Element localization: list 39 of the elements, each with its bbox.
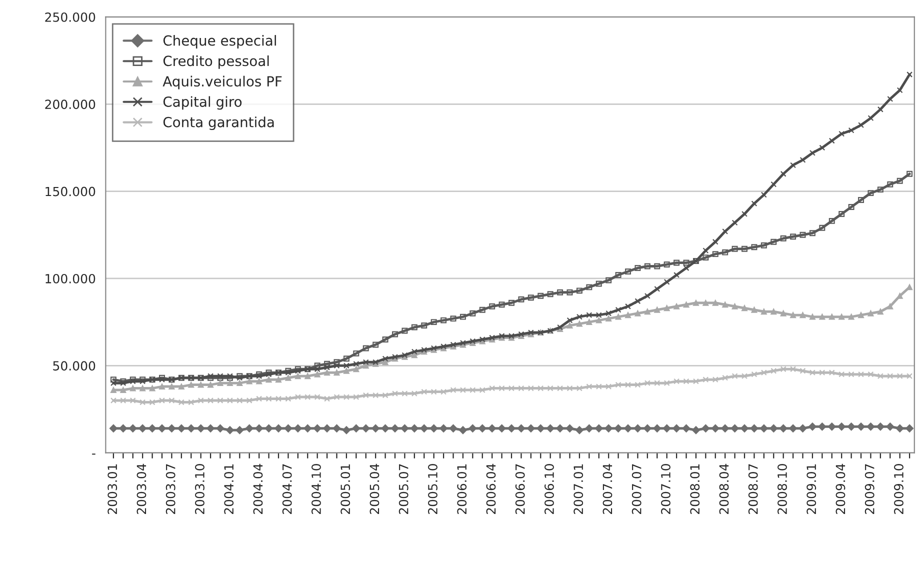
x-tick-label: 2007.10 — [661, 464, 670, 514]
x-tick-label: 2004.07 — [282, 464, 292, 514]
y-tick-label: 100.000 — [46, 274, 96, 284]
x-tick-label: 2009.04 — [836, 464, 846, 514]
x-tick-label: 2006.04 — [486, 464, 496, 514]
x-tick-label: 2003.01 — [108, 464, 118, 514]
x-tick-label: 2003.07 — [166, 464, 176, 514]
y-tick-label: 200.000 — [45, 100, 96, 110]
x-tick-label: 2009.10 — [894, 464, 904, 514]
x-tick-label: 2008.04 — [719, 464, 729, 514]
x-tick-label: 2008.07 — [748, 464, 758, 514]
legend-label: Conta garantida — [163, 116, 274, 130]
y-tick-label: - — [92, 454, 96, 455]
x-tick-label: 2008.01 — [690, 464, 700, 514]
x-tick-label: 2005.04 — [370, 464, 380, 514]
legend-label: Credito pessoal — [163, 55, 269, 69]
x-tick-label: 2005.01 — [340, 464, 350, 514]
y-tick-label: 150.000 — [46, 186, 96, 196]
x-tick-label: 2006.10 — [544, 464, 554, 514]
x-tick-label: 2009.07 — [864, 464, 874, 514]
x-tick-label: 2006.01 — [457, 464, 467, 514]
x-tick-label: 2005.10 — [428, 464, 438, 514]
x-tick-label: 2004.04 — [253, 464, 263, 514]
x-tick-label: 2007.04 — [602, 464, 612, 514]
x-tick-label: 2003.10 — [195, 464, 204, 514]
x-tick-label: 2007.01 — [574, 464, 584, 514]
x-tick-label: 2007.07 — [632, 464, 642, 514]
x-tick-label: 2006.07 — [515, 464, 525, 514]
x-tick-label: 2005.07 — [398, 464, 408, 514]
y-tick-label: 250.000 — [45, 12, 96, 22]
legend-label: Cheque especial — [163, 35, 276, 48]
y-tick-label: 50.000 — [53, 361, 96, 371]
legend-label: Aquis.veiculos PF — [162, 76, 282, 90]
x-tick-label: 2003.04 — [136, 464, 146, 514]
legend-label: Capital giro — [163, 96, 242, 110]
x-tick-label: 2004.10 — [312, 464, 321, 514]
x-tick-label: 2009.01 — [806, 464, 816, 514]
x-tick-label: 2004.01 — [224, 464, 234, 514]
x-tick-label: 2008.10 — [778, 464, 787, 514]
